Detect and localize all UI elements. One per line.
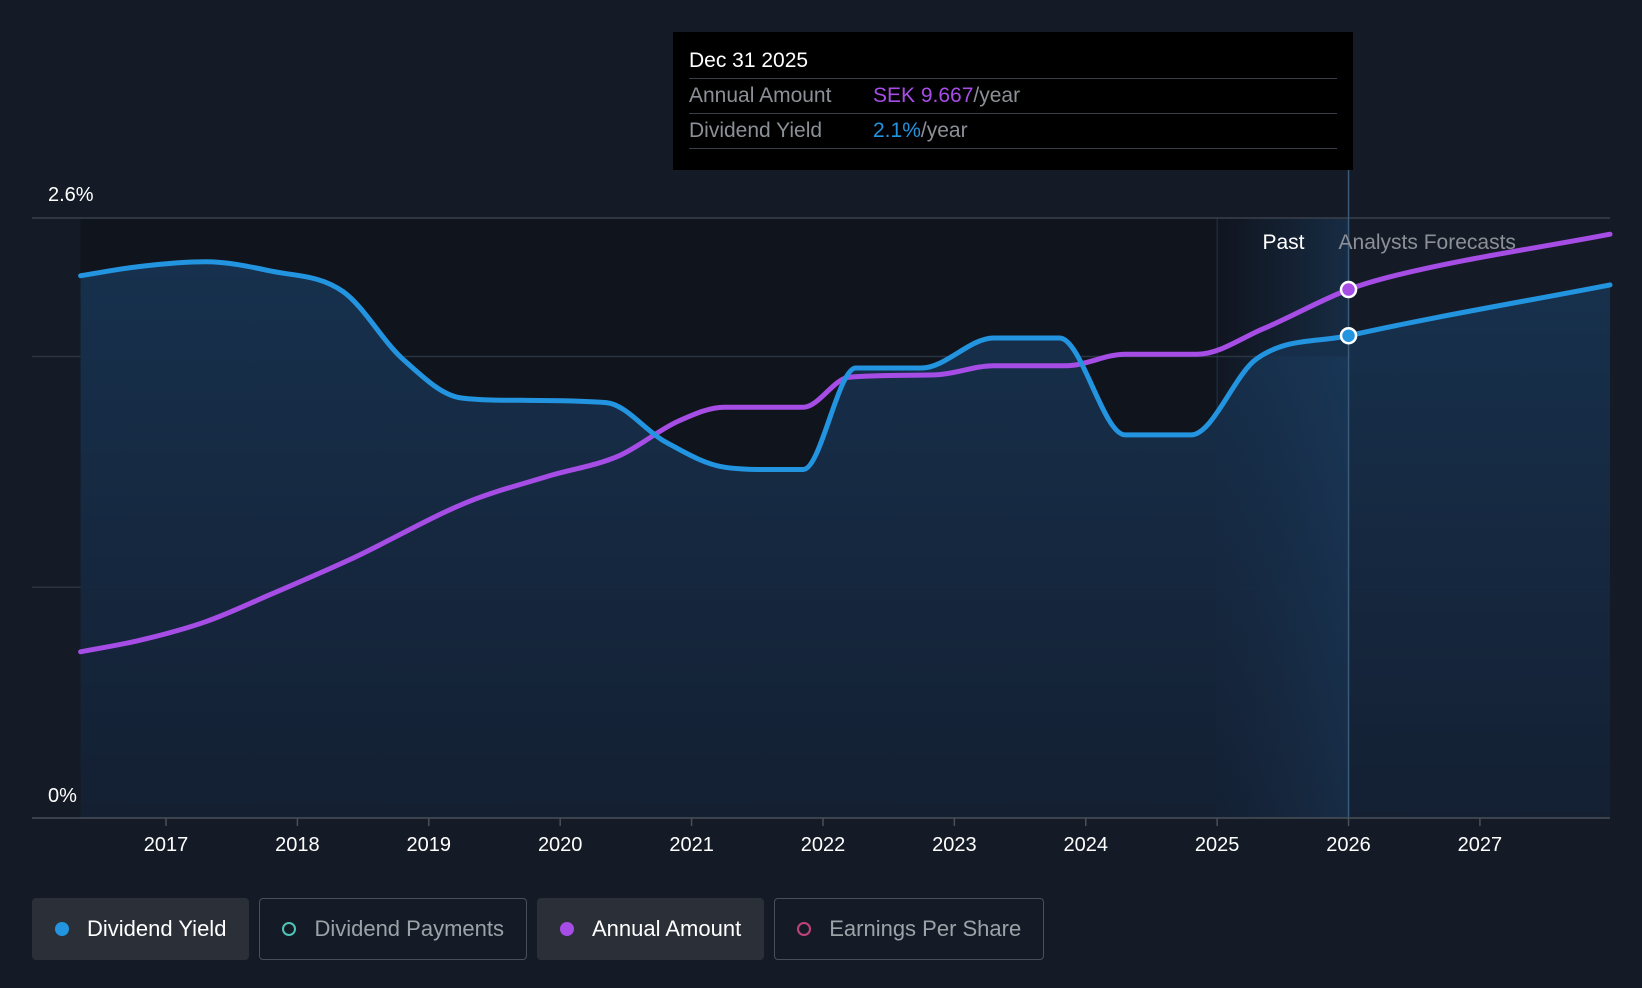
annual-amount-line — [78, 231, 1613, 655]
x-tick-label-2027: 2027 — [1458, 834, 1503, 856]
dividend-yield-dot-icon — [55, 922, 69, 936]
legend-dividend-payments-label: Dividend Payments — [314, 916, 504, 941]
legend-earnings-per-share-label: Earnings Per Share — [829, 916, 1022, 941]
x-tick-label-2017: 2017 — [144, 834, 189, 856]
tooltip: Dec 31 2025 Annual Amount SEK 9.667 /yea… — [673, 32, 1353, 170]
x-tick-label-2025: 2025 — [1195, 834, 1240, 856]
x-tick-label-2021: 2021 — [669, 834, 714, 856]
tooltip-yield-row: Dividend Yield 2.1% /year — [689, 113, 1337, 149]
annual-amount-dot-icon — [559, 922, 574, 936]
legend-annual-amount-label: Annual Amount — [591, 916, 742, 941]
y-axis-label-top: 2.6% — [48, 184, 94, 206]
legend-dividend-yield-label: Dividend Yield — [87, 916, 227, 941]
tooltip-annual-row: Annual Amount SEK 9.667 /year — [689, 78, 1337, 113]
series-lines — [78, 170, 1613, 818]
legend-dividend-yield[interactable]: Dividend Yield — [32, 898, 250, 960]
earnings-per-share-dot-icon — [797, 922, 812, 936]
x-tick-label-2018: 2018 — [275, 834, 320, 856]
x-axis: 2017 2018 2019 2020 2021 2022 2023 2024 2025 2026… — [32, 817, 1610, 856]
x-tick-label-2022: 2022 — [801, 834, 846, 856]
tooltip-yield-label: Dividend Yield — [689, 119, 823, 142]
annual-amount-marker[interactable] — [1339, 280, 1358, 299]
analysts-forecasts-label: Analysts Forecasts — [1339, 231, 1516, 254]
x-tick-label-2026: 2026 — [1326, 834, 1371, 856]
legend-earnings-per-share[interactable]: Earnings Per Share — [774, 898, 1045, 960]
x-tick-label-2019: 2019 — [407, 834, 452, 856]
chart-labels: 2.6% 0% Past Analysts Forecasts — [48, 184, 1516, 807]
tooltip-date: Dec 31 2025 — [689, 49, 809, 72]
tooltip-annual-unit: /year — [973, 84, 1021, 107]
tooltip-annual-label: Annual Amount — [689, 84, 832, 107]
dividend-yield-marker[interactable] — [1339, 326, 1358, 345]
tooltip-annual-value: SEK 9.667 — [873, 84, 974, 107]
x-tick-label-2020: 2020 — [538, 834, 583, 856]
legend: Dividend Yield Dividend Payments Annual … — [32, 898, 1045, 960]
legend-dividend-payments[interactable]: Dividend Payments — [259, 898, 527, 960]
highlight-markers[interactable] — [1339, 280, 1358, 345]
legend-annual-amount[interactable]: Annual Amount — [536, 898, 765, 960]
x-tick-label-2024: 2024 — [1064, 834, 1109, 856]
dividend-payments-dot-icon — [282, 922, 297, 936]
tooltip-yield-unit: /year — [920, 119, 968, 142]
tooltip-yield-value: 2.1% — [873, 119, 921, 142]
y-axis-label-bottom: 0% — [48, 785, 77, 807]
past-label: Past — [1263, 231, 1305, 254]
past-band-area-overlay — [1217, 356, 1349, 818]
x-tick-label-2023: 2023 — [932, 834, 977, 856]
dividend-yield-line — [78, 259, 1613, 472]
